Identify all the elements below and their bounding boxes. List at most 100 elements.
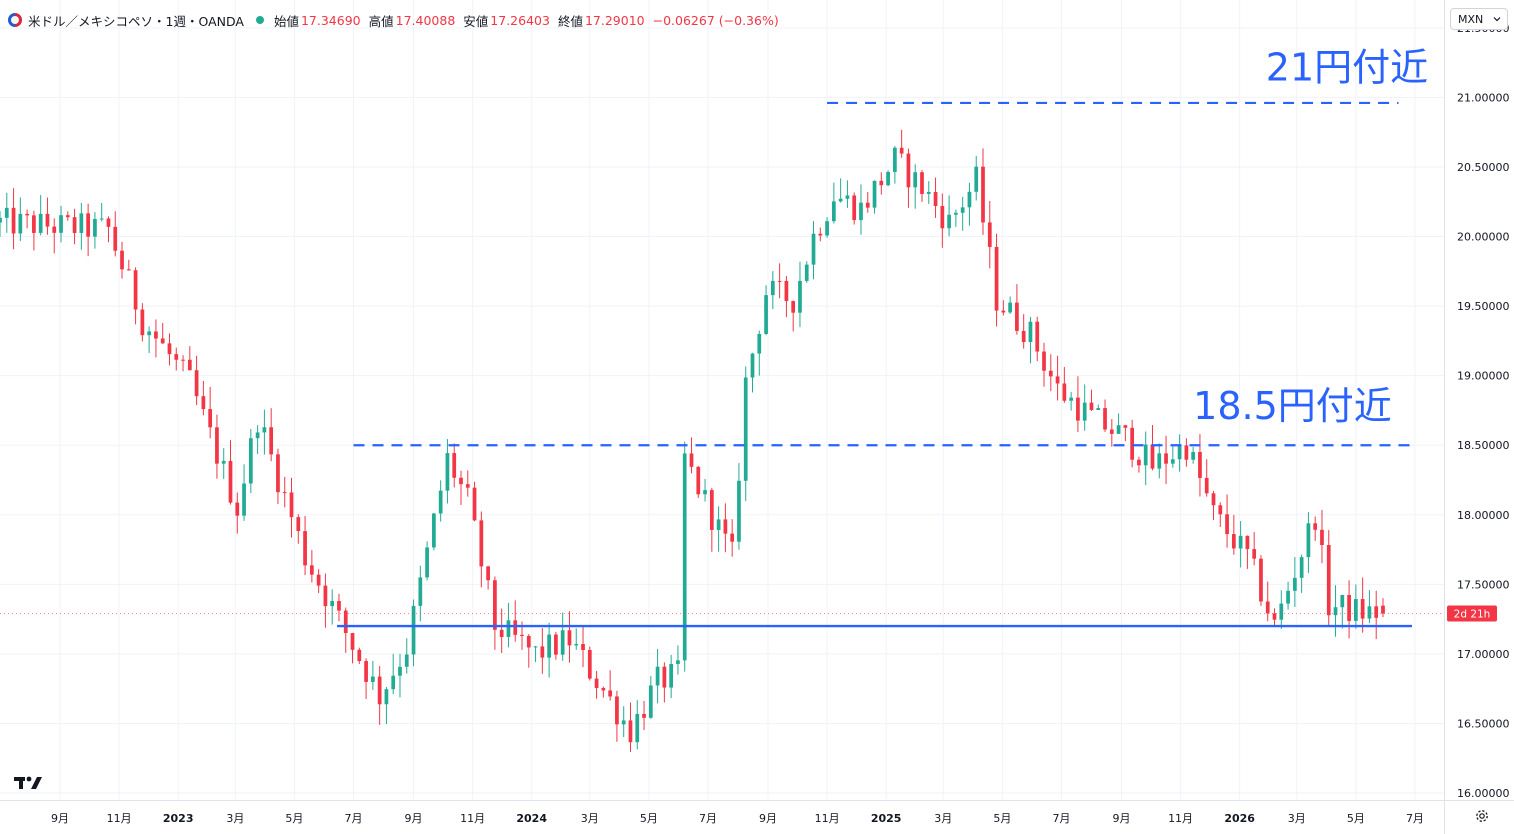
- candle-up: [255, 425, 260, 454]
- candle-body: [357, 649, 362, 662]
- candle-body: [750, 353, 755, 378]
- candle-up: [804, 261, 809, 283]
- candle-down: [1055, 355, 1060, 401]
- candle-down: [1150, 425, 1155, 471]
- candle-down: [167, 333, 172, 366]
- gear-icon[interactable]: [1474, 808, 1490, 824]
- candle-body: [520, 634, 524, 636]
- candle-body: [79, 213, 84, 233]
- symbol-title[interactable]: 米ドル／メキシコペソ・1週・OANDA: [28, 13, 244, 29]
- candle-down: [906, 148, 911, 208]
- candle-up: [757, 330, 762, 376]
- market-status-icon[interactable]: [255, 16, 264, 24]
- candle-body: [242, 483, 246, 516]
- candle-body: [72, 217, 77, 233]
- x-tick-label: 7月: [1052, 812, 1070, 825]
- candle-down: [987, 200, 992, 269]
- candle-body: [581, 644, 585, 651]
- candle-body: [743, 377, 748, 481]
- candle-body: [493, 580, 497, 630]
- candle-body: [126, 269, 131, 271]
- candle-up: [764, 285, 768, 336]
- candle-body: [106, 218, 111, 227]
- candle-body: [0, 217, 2, 223]
- candle-body: [1042, 351, 1046, 371]
- candle-body: [818, 233, 823, 236]
- x-tick-label: 11月: [1168, 812, 1193, 825]
- candle-body: [954, 212, 958, 215]
- candle-up: [831, 182, 836, 224]
- candle-body: [167, 343, 172, 355]
- candle-body: [86, 213, 90, 237]
- candle-up: [418, 565, 423, 622]
- candle-body: [364, 661, 368, 682]
- candle-down: [316, 569, 321, 593]
- candle-body: [723, 519, 728, 534]
- candle-down: [899, 129, 904, 158]
- candle-body: [1306, 523, 1311, 558]
- candle-body: [1150, 444, 1155, 469]
- candle-up: [404, 638, 409, 674]
- candle-up: [1096, 404, 1101, 411]
- candle-body: [181, 359, 185, 361]
- candle-up: [798, 261, 802, 328]
- candle-up: [391, 653, 396, 695]
- candle-up: [1286, 581, 1290, 610]
- candle-body: [472, 487, 477, 521]
- currency-selector[interactable]: MXN: [1450, 8, 1508, 30]
- candle-body: [296, 517, 301, 532]
- candle-body: [1021, 330, 1026, 343]
- candle-up: [221, 448, 226, 480]
- candle-body: [398, 666, 402, 676]
- candle-body: [906, 153, 911, 188]
- candle-down: [642, 700, 646, 731]
- candle-up: [4, 192, 9, 233]
- x-tick-label: 9月: [51, 812, 69, 825]
- candle-body: [1164, 453, 1168, 464]
- candle-body: [540, 646, 545, 658]
- annotation-text: 18.5円付近: [1193, 384, 1392, 428]
- candle-body: [825, 221, 829, 236]
- candle-body: [1381, 605, 1385, 614]
- candle-down: [628, 702, 633, 752]
- candle-up: [147, 326, 152, 354]
- candle-body: [655, 666, 660, 686]
- candle-body: [255, 432, 260, 439]
- candle-up: [533, 645, 538, 663]
- tradingview-logo-icon[interactable]: [14, 774, 44, 792]
- candle-down: [1360, 577, 1365, 633]
- candle-body: [1225, 514, 1229, 535]
- x-tick-label: 5月: [640, 812, 658, 825]
- candle-body: [1130, 427, 1135, 460]
- candle-up: [1191, 446, 1196, 464]
- candle-body: [215, 427, 219, 464]
- candle-up: [770, 271, 775, 310]
- candle-down: [1062, 367, 1067, 403]
- candle-up: [1279, 590, 1284, 630]
- candle-body: [65, 215, 70, 218]
- candle-body: [59, 215, 63, 233]
- candle-body: [1096, 408, 1101, 411]
- x-tick-label: 11月: [107, 812, 132, 825]
- candle-body: [1347, 594, 1351, 621]
- candle-body: [981, 166, 985, 223]
- candle-down: [201, 380, 206, 416]
- candle-down: [1021, 314, 1026, 349]
- candle-body: [38, 213, 43, 233]
- candle-down: [689, 437, 694, 474]
- candle-body: [940, 206, 945, 229]
- candle-down: [865, 191, 870, 213]
- candle-body: [1211, 493, 1216, 506]
- candle-body: [1089, 402, 1094, 411]
- x-tick-label: 3月: [1288, 812, 1306, 825]
- y-tick-label: 16.50000: [1457, 717, 1510, 730]
- y-tick-label: 17.50000: [1457, 578, 1510, 591]
- candle-down: [1313, 516, 1318, 541]
- candle-body: [506, 620, 511, 638]
- candle-body: [384, 689, 389, 705]
- candle-down: [282, 476, 287, 508]
- candle-up: [1340, 594, 1345, 629]
- gridlines: [0, 0, 1444, 800]
- candle-up: [425, 541, 429, 581]
